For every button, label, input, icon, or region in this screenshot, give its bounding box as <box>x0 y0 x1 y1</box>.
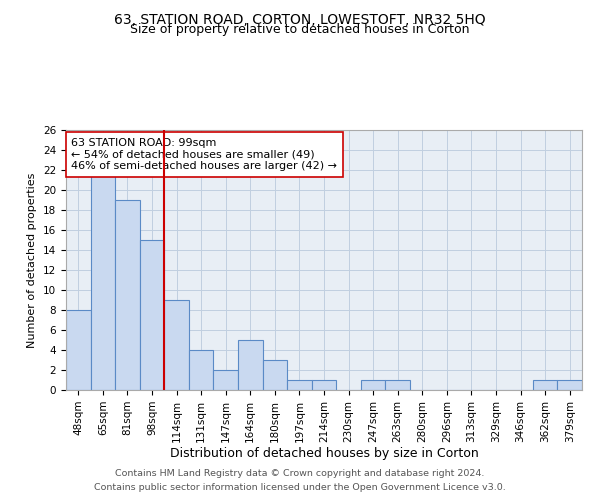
Bar <box>189 350 214 390</box>
Bar <box>385 380 410 390</box>
Text: Contains HM Land Registry data © Crown copyright and database right 2024.: Contains HM Land Registry data © Crown c… <box>115 468 485 477</box>
Bar <box>263 360 287 390</box>
Bar <box>140 240 164 390</box>
X-axis label: Distribution of detached houses by size in Corton: Distribution of detached houses by size … <box>170 448 478 460</box>
Bar <box>66 310 91 390</box>
Bar <box>238 340 263 390</box>
Bar <box>91 170 115 390</box>
Text: Size of property relative to detached houses in Corton: Size of property relative to detached ho… <box>130 22 470 36</box>
Bar <box>214 370 238 390</box>
Bar <box>287 380 312 390</box>
Bar <box>361 380 385 390</box>
Text: 63, STATION ROAD, CORTON, LOWESTOFT, NR32 5HQ: 63, STATION ROAD, CORTON, LOWESTOFT, NR3… <box>114 12 486 26</box>
Y-axis label: Number of detached properties: Number of detached properties <box>28 172 37 348</box>
Text: Contains public sector information licensed under the Open Government Licence v3: Contains public sector information licen… <box>94 484 506 492</box>
Bar <box>115 200 140 390</box>
Text: 63 STATION ROAD: 99sqm
← 54% of detached houses are smaller (49)
46% of semi-det: 63 STATION ROAD: 99sqm ← 54% of detached… <box>71 138 337 171</box>
Bar <box>164 300 189 390</box>
Bar <box>557 380 582 390</box>
Bar <box>312 380 336 390</box>
Bar <box>533 380 557 390</box>
